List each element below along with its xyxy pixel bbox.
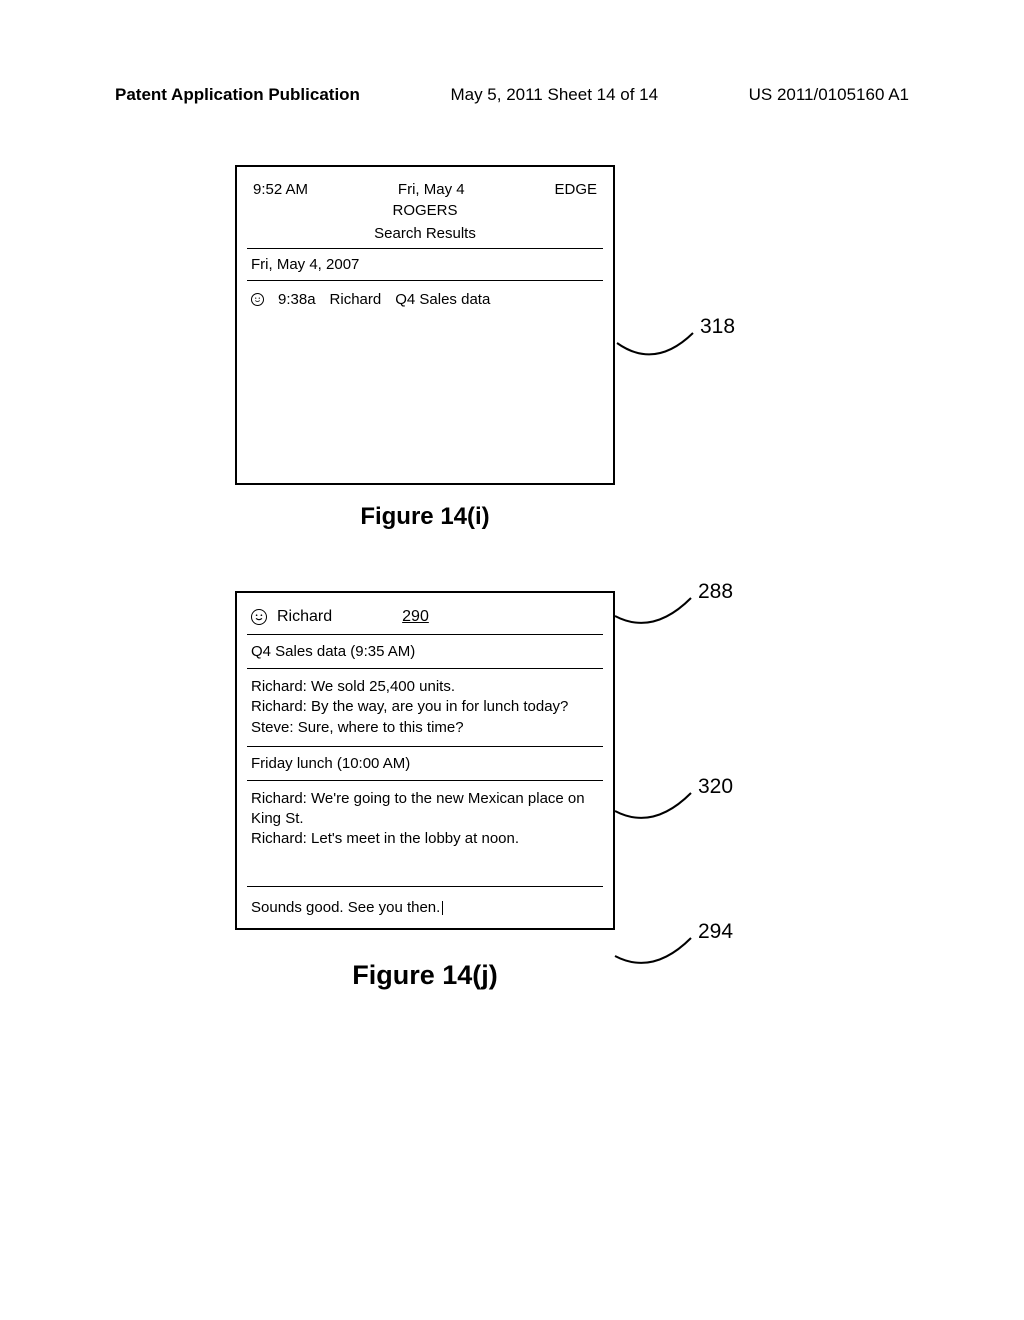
figure-caption-j: Figure 14(j) <box>235 960 615 991</box>
result-subject: Q4 Sales data <box>395 291 490 308</box>
status-carrier: ROGERS <box>237 202 613 225</box>
smiley-icon <box>251 293 264 306</box>
msg-line: Richard: Let's meet in the lobby at noon… <box>251 829 599 849</box>
chat-header: Richard 290 <box>237 593 613 634</box>
spacer <box>237 858 613 886</box>
device-screen-j: Richard 290 Q4 Sales data (9:35 AM) Rich… <box>235 591 615 930</box>
section-date: Fri, May 4, 2007 <box>237 249 613 280</box>
status-date: Fri, May 4 <box>398 181 465 198</box>
result-sender: Richard <box>330 291 382 308</box>
status-bar: 9:52 AM Fri, May 4 EDGE <box>237 167 613 202</box>
input-text: Sounds good. See you then. <box>251 899 440 916</box>
header-center: May 5, 2011 Sheet 14 of 14 <box>450 85 658 105</box>
status-subtitle: Search Results <box>237 225 613 248</box>
callout-ref-318: 318 <box>700 315 735 339</box>
text-cursor-icon <box>442 901 443 915</box>
figures-container: 9:52 AM Fri, May 4 EDGE ROGERS Search Re… <box>235 165 795 991</box>
device-screen-i: 9:52 AM Fri, May 4 EDGE ROGERS Search Re… <box>235 165 615 485</box>
header-left: Patent Application Publication <box>115 85 360 105</box>
figure-14j-wrapper: Richard 290 Q4 Sales data (9:35 AM) Rich… <box>235 591 795 930</box>
thread2-subject: Friday lunch (10:00 AM) <box>237 747 613 780</box>
header-right: US 2011/0105160 A1 <box>749 85 909 105</box>
chat-contact-name: Richard <box>277 608 332 626</box>
page-header: Patent Application Publication May 5, 20… <box>115 85 909 105</box>
callout-ref-320: 320 <box>698 775 733 799</box>
thread2-body: Richard: We're going to the new Mexican … <box>237 781 613 858</box>
figure-caption-i: Figure 14(i) <box>235 503 615 531</box>
callout-ref-288: 288 <box>698 580 733 604</box>
search-result-row[interactable]: 9:38a Richard Q4 Sales data <box>237 281 613 318</box>
msg-line: Steve: Sure, where to this time? <box>251 718 599 738</box>
thread1-subject: Q4 Sales data (9:35 AM) <box>237 635 613 668</box>
msg-line: Richard: By the way, are you in for lunc… <box>251 697 599 717</box>
status-signal: EDGE <box>554 181 597 198</box>
callout-ref-294: 294 <box>698 920 733 944</box>
result-time: 9:38a <box>278 291 316 308</box>
msg-line: Richard: We're going to the new Mexican … <box>251 789 599 830</box>
thread1-body: Richard: We sold 25,400 units. Richard: … <box>237 669 613 746</box>
message-input[interactable]: Sounds good. See you then. <box>237 887 613 928</box>
status-time: 9:52 AM <box>253 181 308 198</box>
smiley-icon <box>251 609 267 625</box>
ref-num-290: 290 <box>402 608 429 626</box>
msg-line: Richard: We sold 25,400 units. <box>251 677 599 697</box>
figure-14i-wrapper: 9:52 AM Fri, May 4 EDGE ROGERS Search Re… <box>235 165 795 485</box>
